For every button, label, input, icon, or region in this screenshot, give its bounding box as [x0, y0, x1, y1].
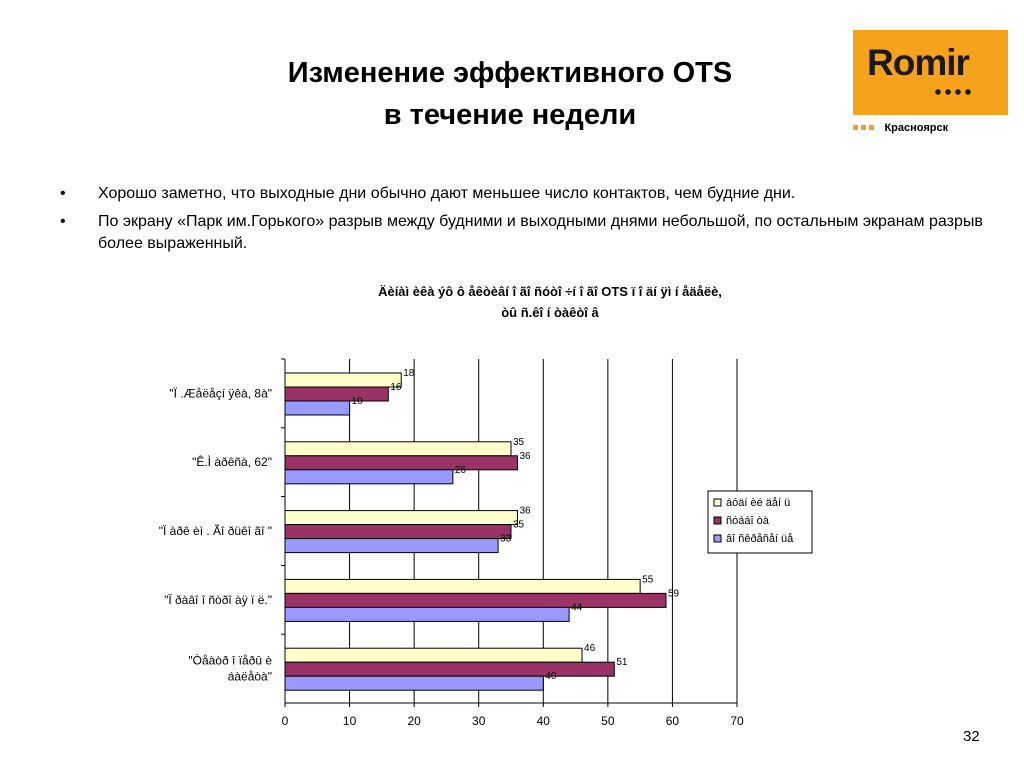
data-label: 40 [545, 671, 557, 682]
category-label: "Ï àðê èì . Ãî ðüêî ãî " [159, 524, 272, 538]
bullet-marker: • [60, 213, 66, 230]
data-label: 35 [513, 437, 525, 448]
bar [284, 578, 641, 594]
category-label: "Ï .Æåëåçí ÿêà, 8à" [169, 386, 272, 400]
bullet-list: • Хорошо заметно, что выходные дни обычн… [58, 183, 988, 261]
x-tick-label: 20 [407, 714, 421, 728]
data-label: 18 [403, 368, 415, 379]
data-label: 16 [390, 382, 402, 393]
data-label: 10 [352, 396, 364, 407]
logo-square-icon [861, 125, 866, 131]
x-tick-label: 70 [730, 714, 744, 728]
chart-title: Äèíàì èêà ýô ô åêòèâí î ãî ñóòî ÷í î ãî … [230, 281, 870, 323]
legend-label: ñóááî òà [726, 515, 770, 527]
data-label: 46 [584, 643, 596, 654]
bar [284, 469, 454, 485]
x-tick-label: 40 [537, 714, 551, 728]
bar [284, 510, 518, 526]
x-tick-label: 10 [343, 714, 357, 728]
bar [284, 455, 518, 471]
chart-title-line1: Äèíàì èêà ýô ô åêòèâí î ãî ñóòî ÷í î ãî … [378, 284, 722, 299]
slide-title: Изменение эффективного OTS в течение нед… [140, 52, 880, 136]
bullet-text: Хорошо заметно, что выходные дни обычно … [98, 185, 796, 202]
bar [284, 386, 389, 402]
legend-label: áóäí èé äåí ü [726, 497, 790, 509]
logo-square-icon [853, 125, 858, 131]
bar [284, 592, 667, 608]
x-tick-label: 30 [472, 714, 486, 728]
legend-box [707, 490, 813, 554]
romir-logo: Romir [853, 30, 1008, 115]
data-label: 36 [519, 451, 531, 462]
bullet-marker: • [60, 185, 66, 202]
data-label: 51 [616, 657, 628, 668]
x-tick-label: 50 [601, 714, 615, 728]
category-label: "Òåàòð î ïåðû è [188, 653, 272, 668]
x-tick-label: 60 [666, 714, 680, 728]
category-label: "Ê.Ì àðêñà, 62" [192, 454, 272, 469]
logo-text: Romir [867, 42, 970, 83]
data-label: 55 [642, 574, 654, 585]
bar [284, 524, 512, 540]
data-label: 36 [519, 506, 531, 517]
bar [284, 372, 402, 388]
category-label: áàëåòà" [228, 670, 272, 684]
logo-city-row: Красноярск [853, 119, 1013, 134]
bar [284, 606, 570, 622]
category-label: "Ï ðàâî î ñòðî àÿ ï ë." [164, 593, 272, 607]
bar [284, 400, 351, 416]
legend-swatch [713, 498, 722, 507]
data-label: 35 [513, 520, 525, 531]
bullet-text: По экрану «Парк им.Горького» разрыв межд… [98, 213, 983, 252]
legend-swatch [713, 516, 722, 525]
x-tick-label: 0 [282, 714, 289, 728]
data-label: 44 [571, 602, 583, 613]
bar [284, 538, 499, 554]
bar [284, 647, 583, 663]
data-label: 33 [500, 534, 512, 545]
chart-title-line2: òû ñ.êî í òàêòî â [501, 305, 599, 320]
slide-title-line1: Изменение эффективного OTS [287, 57, 733, 89]
bar [284, 441, 512, 457]
logo-city: Красноярск [884, 121, 949, 134]
bullet-item: • Хорошо заметно, что выходные дни обычн… [58, 183, 988, 205]
logo-square-icon [869, 125, 874, 131]
legend-label: âî ñêðåñåí üå [726, 533, 794, 545]
slide-title-line2: в течение недели [383, 99, 637, 131]
legend-swatch [713, 534, 722, 543]
data-label: 59 [668, 588, 680, 599]
page-number: 32 [963, 728, 980, 745]
bullet-item: • По экрану «Парк им.Горького» разрыв ме… [58, 211, 988, 255]
data-label: 26 [455, 465, 467, 476]
bar [284, 675, 544, 691]
logo-dots [933, 88, 973, 96]
bar [284, 661, 615, 677]
